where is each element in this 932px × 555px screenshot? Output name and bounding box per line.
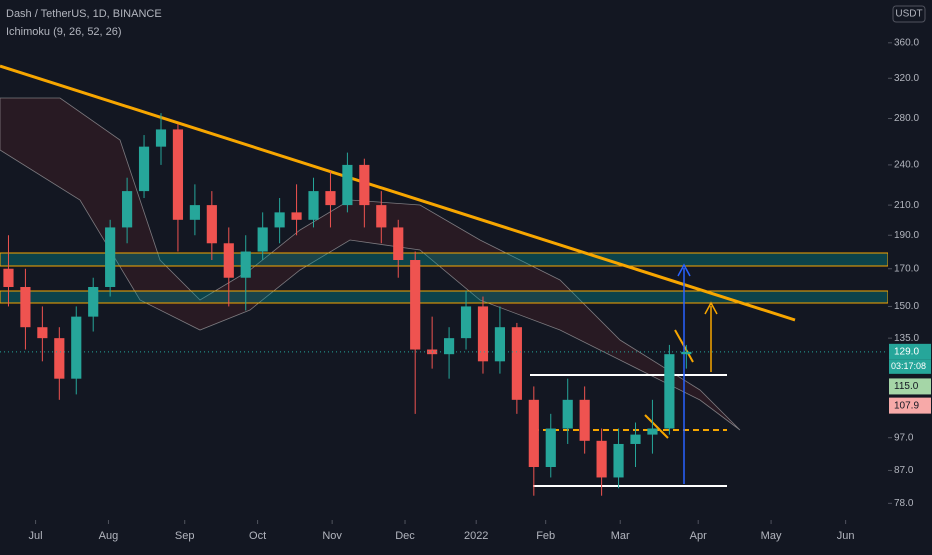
indicator-label: Ichimoku (9, 26, 52, 26) — [6, 26, 122, 38]
countdown-box — [889, 359, 931, 374]
candle-body — [596, 440, 607, 478]
x-tick-label: Aug — [99, 530, 119, 542]
y-tick-label: 210.0 — [894, 200, 919, 211]
candle-body — [206, 205, 217, 244]
y-tick-label: 360.0 — [894, 37, 919, 48]
x-tick-label: Oct — [249, 530, 266, 542]
candle-body — [664, 354, 675, 429]
price-label-box — [889, 397, 931, 414]
candle-body — [613, 443, 624, 478]
candle-body — [376, 205, 387, 228]
arrow-head — [677, 263, 691, 277]
y-tick-label: 97.0 — [894, 432, 914, 443]
trend-line — [0, 64, 796, 322]
price-label: 107.9 — [894, 400, 919, 411]
candle-body — [105, 227, 116, 287]
x-tick-label: Nov — [322, 530, 342, 542]
drawings — [0, 64, 889, 487]
resistance-zone — [0, 252, 889, 267]
y-tick-label: 135.0 — [894, 333, 919, 344]
candle-body — [444, 338, 455, 355]
candle-body — [681, 351, 692, 355]
y-tick-label: 150.0 — [894, 301, 919, 312]
ichimoku-cloud — [0, 97, 741, 431]
y-tick-label: 170.0 — [894, 263, 919, 274]
candle-body — [393, 227, 404, 261]
arrow-head — [704, 301, 718, 315]
y-tick-label: 280.0 — [894, 113, 919, 124]
price-label-box — [889, 378, 931, 395]
candle-body — [325, 191, 336, 206]
candle-body — [257, 227, 268, 252]
candle-body — [460, 306, 472, 339]
candle-body — [71, 316, 82, 379]
y-tick-label: 78.0 — [894, 498, 914, 509]
x-tick-label: Jul — [29, 530, 43, 542]
candle-body — [511, 327, 522, 400]
candle-body — [579, 399, 590, 441]
x-tick-label: Dec — [395, 530, 415, 542]
currency: USDT — [895, 9, 922, 20]
x-tick-label: 2022 — [464, 530, 488, 542]
candle-body — [20, 286, 31, 328]
candle-body — [37, 327, 48, 339]
candle-body — [562, 399, 573, 429]
candle-body — [528, 399, 539, 468]
candle-body — [155, 129, 167, 147]
candle-body — [3, 268, 14, 287]
candle-body — [172, 129, 184, 220]
candle-body — [477, 306, 489, 362]
candle-body — [189, 205, 200, 220]
candle-body — [54, 338, 65, 379]
x-tick-label: Apr — [690, 530, 707, 542]
candle-body — [359, 164, 370, 206]
candle-body — [342, 164, 353, 206]
x-tick-label: Jun — [837, 530, 855, 542]
y-tick-label: 320.0 — [894, 73, 919, 84]
y-tick-label: 190.0 — [894, 230, 919, 241]
pattern-line — [644, 414, 669, 439]
price-label: 115.0 — [894, 381, 919, 392]
resistance-zone — [0, 290, 889, 304]
candle-body — [308, 191, 319, 220]
candle-body — [223, 243, 234, 278]
candle-body — [88, 286, 99, 317]
chart-title: Dash / TetherUS, 1D, BINANCE — [6, 8, 162, 20]
x-tick-label: May — [761, 530, 782, 542]
countdown: 03:17:08 — [891, 361, 926, 371]
candle-body — [630, 434, 641, 444]
x-tick-label: Sep — [175, 530, 195, 542]
plot — [0, 113, 888, 496]
x-tick-label: Mar — [611, 530, 630, 542]
candle-body — [410, 260, 421, 350]
candle-body — [545, 428, 556, 468]
y-tick-label: 87.0 — [894, 465, 914, 476]
candle-body — [647, 428, 658, 435]
candle-body — [122, 191, 133, 228]
y-tick-label: 240.0 — [894, 160, 919, 171]
price-label-box — [889, 343, 931, 360]
candle-body — [494, 327, 506, 362]
candle-body — [291, 212, 302, 220]
candle-body — [274, 212, 285, 228]
x-tick-label: Feb — [536, 530, 555, 542]
axes: 360.0 320.0 280.0 240.0 210.0 190.0 170.0 150.0… — [29, 37, 931, 542]
candle-body — [240, 251, 251, 278]
price-label: 129.0 — [894, 346, 919, 357]
price-axis — [888, 0, 932, 550]
candle-body — [138, 146, 150, 192]
currency-box — [892, 5, 926, 23]
